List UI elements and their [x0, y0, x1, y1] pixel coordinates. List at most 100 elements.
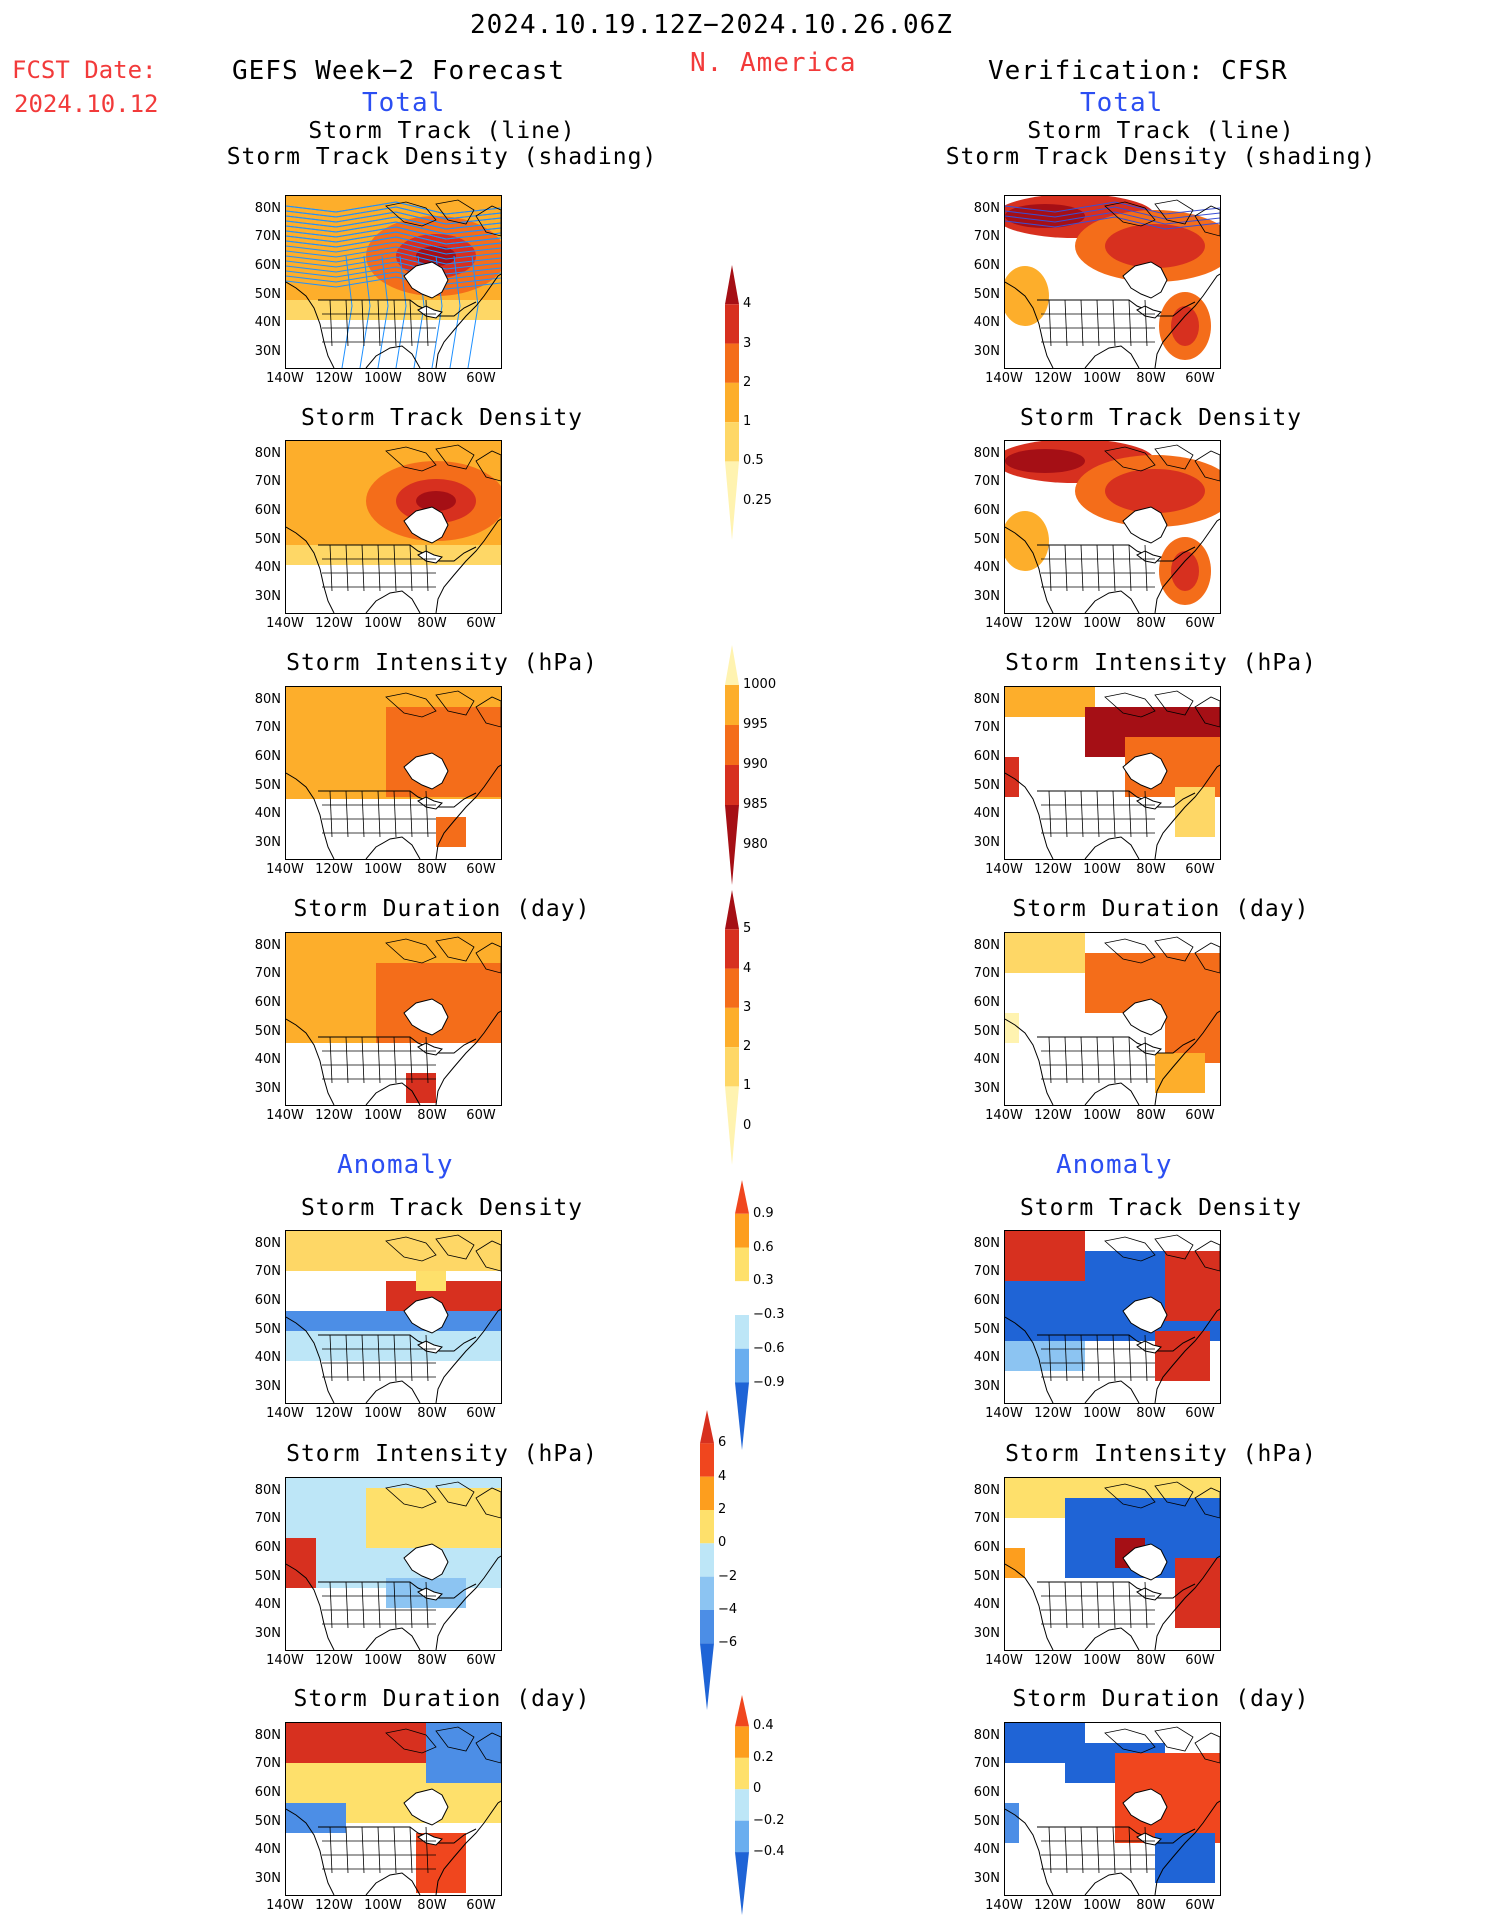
- panel-title-track-verification: Storm Track (line): [1027, 118, 1295, 144]
- lat-tick-label: 40N: [973, 1350, 1000, 1365]
- lat-tick-label: 70N: [254, 1756, 281, 1771]
- lon-tick-label: 60W: [466, 1898, 496, 1913]
- lon-tick-label: 60W: [1185, 1108, 1215, 1123]
- map-panel-track-forecast: [285, 195, 502, 369]
- lon-tick-label: 60W: [466, 862, 496, 877]
- colorbar-tick-label: 990: [743, 757, 768, 772]
- verification-title: Verification: CFSR: [988, 56, 1288, 86]
- lon-tick-label: 120W: [1034, 1108, 1072, 1123]
- lat-tick-label: 60N: [973, 749, 1000, 764]
- colorbar-tick-label: 1: [743, 414, 752, 430]
- lon-tick-label: 120W: [315, 862, 353, 877]
- lat-tick-label: 50N: [973, 1322, 1000, 1337]
- lat-tick-label: 40N: [254, 315, 281, 330]
- lat-tick-label: 60N: [973, 1785, 1000, 1800]
- total-label-right: Total: [1080, 88, 1164, 118]
- lat-tick-label: 70N: [254, 1511, 281, 1526]
- lon-tick-label: 80W: [1136, 371, 1166, 386]
- panel-title-anom-duration-verification: Storm Duration (day): [1012, 1686, 1310, 1712]
- lon-tick-label: 120W: [315, 616, 353, 631]
- panel-title-duration-verification: Storm Duration (day): [1012, 896, 1310, 922]
- lat-tick-label: 40N: [973, 560, 1000, 575]
- lon-tick-label: 140W: [985, 1108, 1023, 1123]
- colorbar-tick-label: 4: [743, 960, 752, 976]
- lat-tick-label: 30N: [254, 1626, 281, 1641]
- lat-tick-label: 70N: [973, 1264, 1000, 1279]
- map-panel-track-verification: [1004, 195, 1221, 369]
- lon-tick-label: 140W: [266, 371, 304, 386]
- lat-tick-label: 50N: [254, 287, 281, 302]
- lat-tick-label: 50N: [973, 532, 1000, 547]
- region-title: N. America: [690, 48, 857, 78]
- lon-tick-label: 120W: [315, 1406, 353, 1421]
- lon-tick-label: 140W: [266, 1898, 304, 1913]
- anomaly-label-left: Anomaly: [337, 1150, 454, 1180]
- lon-tick-label: 80W: [1136, 1406, 1166, 1421]
- lon-tick-label: 100W: [364, 616, 402, 631]
- lat-tick-label: 30N: [254, 344, 281, 359]
- lat-tick-label: 40N: [254, 1597, 281, 1612]
- map-panel-anom-duration-verification: [1004, 1722, 1221, 1896]
- lon-tick-label: 60W: [1185, 616, 1215, 631]
- colorbar-tick-label: 0.3: [753, 1273, 774, 1289]
- lat-tick-label: 80N: [254, 446, 281, 461]
- lat-tick-label: 80N: [973, 1483, 1000, 1498]
- lon-tick-label: 120W: [315, 1653, 353, 1668]
- lat-tick-label: 30N: [973, 835, 1000, 850]
- colorbar-tick-label: 985: [743, 797, 768, 812]
- lon-tick-label: 100W: [364, 371, 402, 386]
- lat-tick-label: 70N: [254, 229, 281, 244]
- lon-tick-label: 80W: [417, 616, 447, 631]
- lat-tick-label: 50N: [973, 1024, 1000, 1039]
- colorbar-tick-label: 980: [743, 837, 768, 852]
- lat-tick-label: 70N: [254, 966, 281, 981]
- lon-tick-label: 80W: [1136, 1898, 1166, 1913]
- lat-tick-label: 60N: [973, 1540, 1000, 1555]
- colorbar-density: [725, 265, 741, 546]
- lat-tick-label: 80N: [973, 1728, 1000, 1743]
- colorbar-tick-label: 2: [743, 1039, 752, 1055]
- lon-tick-label: 120W: [315, 371, 353, 386]
- lat-tick-label: 70N: [973, 474, 1000, 489]
- lat-tick-label: 30N: [973, 1871, 1000, 1886]
- colorbar-tick-label: −6: [718, 1635, 738, 1651]
- lat-tick-label: 40N: [254, 560, 281, 575]
- lat-tick-label: 50N: [254, 778, 281, 793]
- lon-tick-label: 80W: [1136, 616, 1166, 631]
- lon-tick-label: 120W: [1034, 862, 1072, 877]
- panel-title-track-verification: Storm Track Density (shading): [945, 144, 1377, 170]
- lon-tick-label: 140W: [266, 1108, 304, 1123]
- lat-tick-label: 30N: [973, 1379, 1000, 1394]
- lat-tick-label: 50N: [973, 1814, 1000, 1829]
- colorbar-tick-label: 995: [743, 717, 768, 732]
- lon-tick-label: 60W: [1185, 1406, 1215, 1421]
- lon-tick-label: 140W: [266, 616, 304, 631]
- lat-tick-label: 40N: [973, 1842, 1000, 1857]
- colorbar-tick-label: 0.2: [753, 1749, 774, 1765]
- panel-title-duration-forecast: Storm Duration (day): [293, 896, 591, 922]
- lon-tick-label: 100W: [364, 1406, 402, 1421]
- map-panel-anom-density-verification: [1004, 1230, 1221, 1404]
- colorbar-tick-label: 0.9: [753, 1205, 774, 1221]
- lon-tick-label: 100W: [1083, 616, 1121, 631]
- lat-tick-label: 30N: [254, 835, 281, 850]
- lat-tick-label: 30N: [973, 1081, 1000, 1096]
- total-label-left: Total: [362, 88, 446, 118]
- fcst-date-value: 2024.10.12: [14, 90, 159, 118]
- lat-tick-label: 40N: [973, 1052, 1000, 1067]
- lat-tick-label: 50N: [254, 1322, 281, 1337]
- panel-title-intensity-verification: Storm Intensity (hPa): [1005, 650, 1317, 676]
- lon-tick-label: 140W: [985, 371, 1023, 386]
- colorbar-tick-label: 4: [718, 1468, 727, 1484]
- colorbar-anom-density: [735, 1180, 751, 1456]
- lon-tick-label: 100W: [364, 1108, 402, 1123]
- lon-tick-label: 100W: [1083, 1653, 1121, 1668]
- lon-tick-label: 120W: [1034, 371, 1072, 386]
- colorbar-tick-label: 3: [743, 999, 752, 1015]
- lon-tick-label: 120W: [1034, 1406, 1072, 1421]
- colorbar-tick-label: 0.5: [743, 453, 764, 469]
- lon-tick-label: 60W: [466, 616, 496, 631]
- lat-tick-label: 30N: [973, 344, 1000, 359]
- anomaly-label-right: Anomaly: [1056, 1150, 1173, 1180]
- lon-tick-label: 60W: [1185, 1898, 1215, 1913]
